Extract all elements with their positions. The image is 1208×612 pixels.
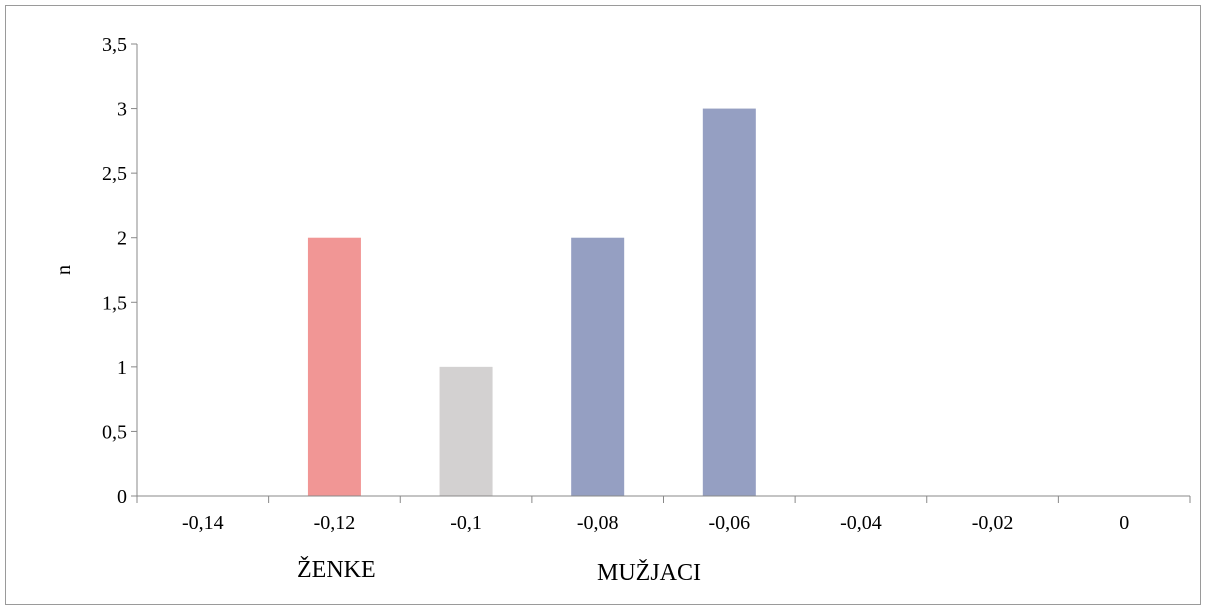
y-tick-label: 3,5 bbox=[102, 34, 127, 56]
bars-layer bbox=[307, 108, 756, 497]
bar-1 bbox=[307, 237, 361, 496]
x-tick-label: 0 bbox=[1119, 512, 1129, 534]
y-tick-label: 0,5 bbox=[102, 421, 127, 443]
x-tick-label: -0,1 bbox=[450, 512, 482, 534]
y-tick-label: 2 bbox=[117, 228, 127, 250]
y-tick-label: 0 bbox=[117, 486, 127, 508]
x-tick-label: -0,08 bbox=[577, 512, 619, 534]
bar-2 bbox=[439, 366, 493, 496]
x-tick-label: -0,04 bbox=[840, 512, 882, 534]
x-tick-label: -0,14 bbox=[182, 512, 224, 534]
group-label-zenke: ŽENKE bbox=[297, 557, 376, 583]
bar-4 bbox=[702, 108, 756, 497]
y-ticks: 0 0,5 1 1,5 2 2,5 3 3,5 bbox=[102, 34, 137, 508]
x-ticks: -0,14 -0,12 -0,1 -0,08 -0,06 -0,04 -0,02 0 bbox=[136, 496, 1191, 534]
bar-3 bbox=[571, 237, 625, 496]
y-tick-label: 1 bbox=[117, 357, 127, 379]
y-tick-label: 2,5 bbox=[102, 163, 127, 185]
x-tick-label: -0,12 bbox=[314, 512, 356, 534]
y-tick-label: 1,5 bbox=[102, 292, 127, 314]
y-tick-label: 3 bbox=[117, 99, 127, 121]
x-tick-label: -0,06 bbox=[708, 512, 750, 534]
x-tick-label: -0,02 bbox=[972, 512, 1014, 534]
group-label-muzjaci: MUŽJACI bbox=[597, 560, 701, 586]
y-axis-title: n bbox=[53, 265, 75, 275]
